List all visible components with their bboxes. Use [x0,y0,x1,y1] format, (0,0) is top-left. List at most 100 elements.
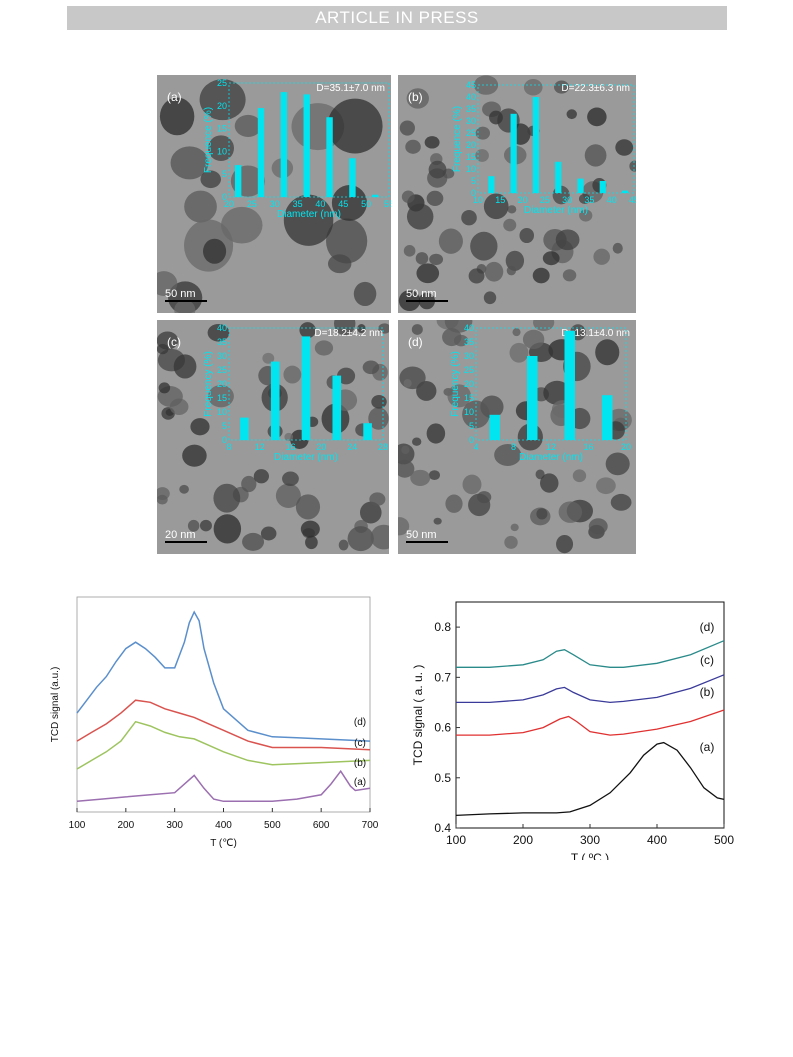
scale-bar-label: 20 nm [165,529,196,541]
tem-particle [595,339,620,366]
histogram-y-label: Frequency (%) [450,351,461,417]
tpr-chart-left: 100 200 300 400 500 600 700 T (℃) TCD signal (a.… [50,596,379,849]
tem-particle [429,253,444,266]
histogram-y-tick: 5 [469,421,474,431]
tem-particle [283,194,334,246]
histogram-y-tick: 40 [464,323,474,333]
tem-particle [284,432,294,442]
histogram-x-tick: 50 [361,199,371,209]
tem-particle [359,501,382,524]
tem-panel-a: (a) D=35.1±7.0 nm 50 nm 20 25 30 35 40 45 50 55 0 5 1… [157,75,391,313]
tem-particle [542,251,560,266]
tem-particle [213,483,241,513]
series-line-0 [456,640,725,668]
histogram-y-tick: 45 [466,80,476,90]
tem-particle [596,477,616,495]
tem-particle [522,329,545,350]
tem-particle [299,322,316,339]
plot-frame [455,601,725,829]
histogram-y-tick: 25 [217,78,227,88]
tem-particle [470,231,498,261]
histogram-x-tick: 12 [255,442,265,452]
tem-particle [159,97,195,136]
histogram-y-tick: 0 [469,435,474,445]
diameter-label: D=22.3±6.3 nm [561,83,630,94]
histogram-frame [228,327,384,441]
tem-particle [200,170,221,189]
histogram-bar [602,395,613,440]
series-line-1 [76,699,371,751]
tem-particle [203,238,227,264]
histogram-y-tick: 15 [217,124,227,134]
tem-particle [507,205,517,214]
histogram-y-tick: 15 [466,152,476,162]
histogram-y-tick: 0 [222,435,227,445]
histogram-x-label: Diameter (nm) [277,209,341,220]
tem-particle [242,532,265,551]
histogram-y-tick: 10 [217,407,227,417]
tem-particle [610,493,632,511]
histogram-x-tick: 30 [562,195,572,205]
series-label: (b) [354,758,366,769]
series-line-1 [456,674,725,704]
tem-particle [262,352,275,364]
histogram-bar [599,181,606,193]
panel-letter: (d) [408,335,423,349]
histogram-y-tick: 20 [217,379,227,389]
tem-particle [445,494,463,513]
histogram-y-tick: 15 [217,393,227,403]
tem-particle [579,209,593,222]
series-line-2 [456,709,725,736]
tem-particle [629,160,636,172]
histogram-y-tick: 5 [471,176,476,186]
x-tick-label: 200 [513,833,533,847]
histogram-y-tick: 10 [464,407,474,417]
tem-particle [369,492,386,507]
x-axis-label: T (℃) [210,838,237,849]
y-tick-label: 0.5 [434,771,451,785]
tem-particle [503,218,517,232]
histogram-y-tick: 25 [466,128,476,138]
histogram-x-tick: 16 [583,442,593,452]
x-tick-label: 500 [714,833,734,847]
tem-particle [543,380,571,405]
tem-particle [305,535,318,550]
histogram-bar [510,113,517,193]
tem-particle [300,520,320,538]
histogram-y-tick: 35 [466,104,476,114]
histogram-y-tick: 30 [466,116,476,126]
tem-particle [483,193,509,220]
tem-particle [523,79,543,96]
x-tick-label: 400 [215,820,232,831]
histogram-bar [532,97,540,193]
tem-particle [234,114,262,137]
histogram-x-tick: 45 [338,199,348,209]
histogram-y-tick: 20 [464,379,474,389]
histogram-bar [527,356,538,440]
scale-bar-label: 50 nm [165,288,196,300]
histogram-x-tick: 24 [347,442,357,452]
x-tick-label: 400 [647,833,667,847]
histogram-bar [301,336,311,440]
tem-particle [494,444,522,466]
tem-particle [327,254,352,274]
tem-particle [331,184,367,221]
tem-particle [371,395,387,409]
tem-particle [173,354,197,379]
tem-particle [399,120,415,136]
tem-particle [326,218,368,264]
x-tick-label: 200 [117,820,134,831]
tem-panel-d: (d) D=13.1±4.0 nm 50 nm 4 8 12 16 20 0 5 10 15 20 25 3… [398,320,636,554]
tem-particle [157,271,178,296]
tem-particle [221,206,263,244]
tem-particle [506,265,517,276]
tem-particle [207,323,230,342]
tem-particle [461,210,477,226]
y-axis-label: TCD signal (a.u.) [50,667,61,743]
tem-particle [424,136,440,149]
tem-particle [283,365,302,384]
histogram-y-tick: 0 [222,192,227,202]
tem-particle [462,474,482,495]
y-tick-label: 0.4 [434,821,451,835]
tem-particle [398,459,415,478]
